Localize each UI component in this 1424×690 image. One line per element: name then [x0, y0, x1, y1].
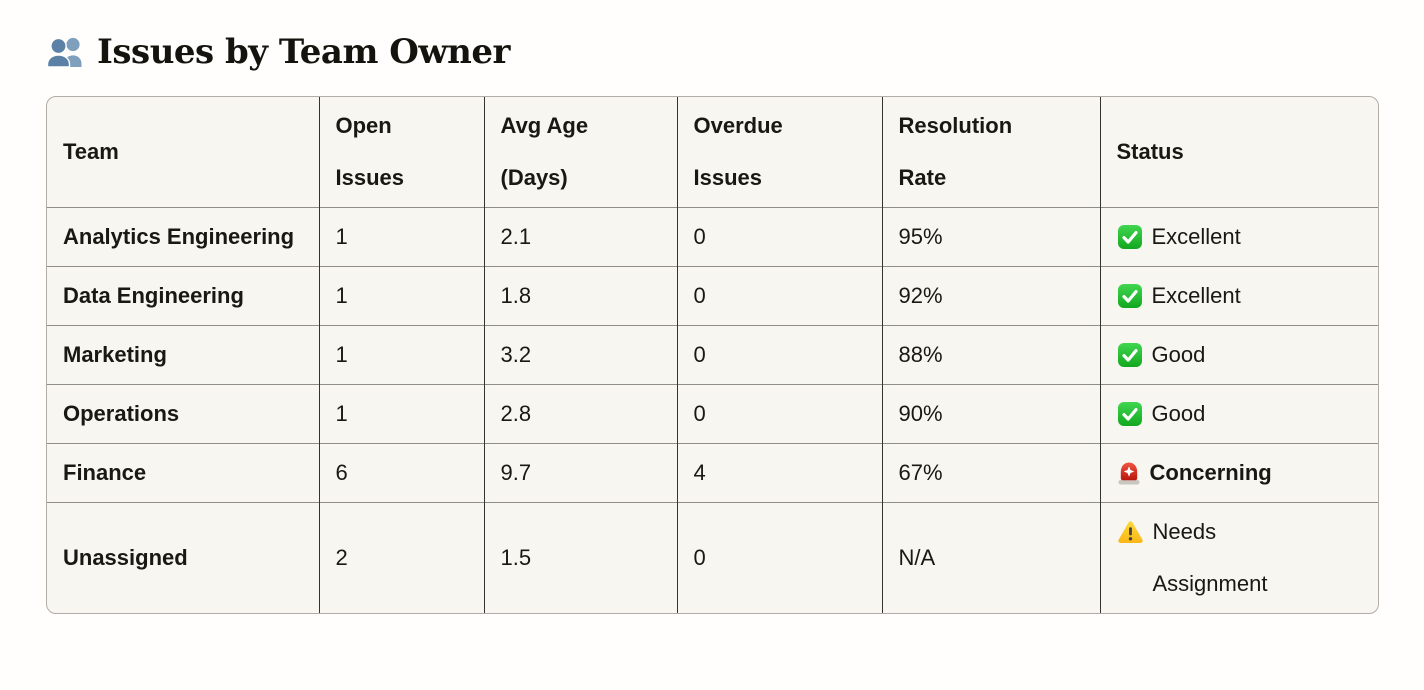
team-name: Marketing: [47, 325, 319, 385]
avg-age-value: 1.8: [483, 266, 677, 326]
busts-in-silhouette-icon: [46, 35, 86, 69]
open-issues-value: 1: [318, 325, 484, 385]
status-badge: Good: [1117, 329, 1363, 381]
table-row-data-engineering: Data Engineering 1 1.8 0 92% Excellent: [47, 266, 1378, 326]
col-header-line: Issues: [335, 165, 405, 190]
resolution-rate-value: N/A: [881, 502, 1100, 613]
status-badge: Concerning: [1117, 447, 1363, 499]
check-icon: [1117, 283, 1143, 309]
team-name: Unassigned: [47, 502, 319, 613]
table-row-operations: Operations 1 2.8 0 90% Good: [47, 384, 1378, 444]
status-cell: Concerning: [1099, 443, 1378, 503]
warning-icon: [1117, 519, 1144, 545]
status-badge: Excellent: [1117, 270, 1363, 322]
avg-age-value: 2.8: [483, 384, 677, 444]
col-header-line: Overdue: [693, 113, 783, 138]
col-header-line: Status: [1116, 139, 1184, 164]
open-issues-value: 1: [318, 207, 484, 267]
issues-by-team-table: Team Open Issues Avg Age (Days) Overdue Iss…: [46, 96, 1379, 614]
issues-table: Team Open Issues Avg Age (Days) Overdue Iss…: [47, 97, 1378, 613]
siren-icon: [1117, 460, 1141, 486]
check-icon: [1117, 224, 1143, 250]
col-header-overdue-issues: Overdue Issues: [676, 97, 882, 208]
avg-age-value: 1.5: [483, 502, 677, 613]
col-header-line: Resolution: [898, 113, 1013, 138]
open-issues-value: 2: [318, 502, 484, 613]
status-label: Needs Assignment: [1152, 519, 1268, 596]
team-name: Analytics Engineering: [47, 207, 319, 267]
overdue-issues-value: 0: [676, 502, 882, 613]
status-cell: Needs Assignment: [1099, 502, 1378, 613]
header-row: Team Open Issues Avg Age (Days) Overdue Iss…: [47, 97, 1378, 208]
col-header-line: Issues: [693, 165, 763, 190]
resolution-rate-value: 90%: [881, 384, 1100, 444]
status-cell: Excellent: [1099, 266, 1378, 326]
avg-age-value: 2.1: [483, 207, 677, 267]
status-badge: Good: [1117, 388, 1363, 440]
status-label: Excellent: [1151, 283, 1241, 308]
col-header-line: Rate: [898, 165, 947, 190]
status-label: Good: [1151, 401, 1206, 426]
resolution-rate-value: 92%: [881, 266, 1100, 326]
resolution-rate-value: 95%: [881, 207, 1100, 267]
table-header: Team Open Issues Avg Age (Days) Overdue Iss…: [47, 97, 1378, 208]
table-row-marketing: Marketing 1 3.2 0 88% Good: [47, 325, 1378, 385]
overdue-issues-value: 0: [676, 384, 882, 444]
team-name: Operations: [47, 384, 319, 444]
check-icon: [1117, 342, 1143, 368]
overdue-issues-value: 0: [676, 266, 882, 326]
col-header-open-issues: Open Issues: [318, 97, 484, 208]
status-badge: Needs Assignment: [1117, 506, 1363, 610]
open-issues-value: 6: [318, 443, 484, 503]
col-header-avg-age: Avg Age (Days): [483, 97, 677, 208]
page-title: Issues by Team Owner: [46, 32, 1378, 72]
status-label: Excellent: [1151, 224, 1241, 249]
status-cell: Good: [1099, 384, 1378, 444]
status-label: Good: [1151, 342, 1206, 367]
open-issues-value: 1: [318, 266, 484, 326]
avg-age-value: 3.2: [483, 325, 677, 385]
status-badge: Excellent: [1117, 211, 1363, 263]
col-header-team: Team: [47, 97, 319, 208]
col-header-line: Team: [63, 139, 119, 164]
col-header-resolution-rate: Resolution Rate: [881, 97, 1100, 208]
team-name: Finance: [47, 443, 319, 503]
resolution-rate-value: 88%: [881, 325, 1100, 385]
table-row-unassigned: Unassigned 2 1.5 0 N/A: [47, 502, 1378, 613]
col-header-line: Open: [335, 113, 392, 138]
status-cell: Excellent: [1099, 207, 1378, 267]
open-issues-value: 1: [318, 384, 484, 444]
avg-age-value: 9.7: [483, 443, 677, 503]
col-header-line: (Days): [500, 165, 568, 190]
resolution-rate-value: 67%: [881, 443, 1100, 503]
overdue-issues-value: 0: [676, 325, 882, 385]
table-body: Analytics Engineering 1 2.1 0 95% Excell…: [47, 207, 1378, 613]
page: Issues by Team Owner Team Open Issues Avg…: [46, 32, 1379, 614]
overdue-issues-value: 0: [676, 207, 882, 267]
overdue-issues-value: 4: [676, 443, 882, 503]
col-header-status: Status: [1099, 97, 1378, 208]
page-title-text: Issues by Team Owner: [97, 32, 510, 72]
table-row-finance: Finance 6 9.7 4 67%: [47, 443, 1378, 503]
status-label: Concerning: [1149, 460, 1272, 485]
team-name: Data Engineering: [47, 266, 319, 326]
col-header-line: Avg Age: [500, 113, 589, 138]
status-cell: Good: [1099, 325, 1378, 385]
table-row-analytics-engineering: Analytics Engineering 1 2.1 0 95% Excell…: [47, 207, 1378, 267]
check-icon: [1117, 401, 1143, 427]
